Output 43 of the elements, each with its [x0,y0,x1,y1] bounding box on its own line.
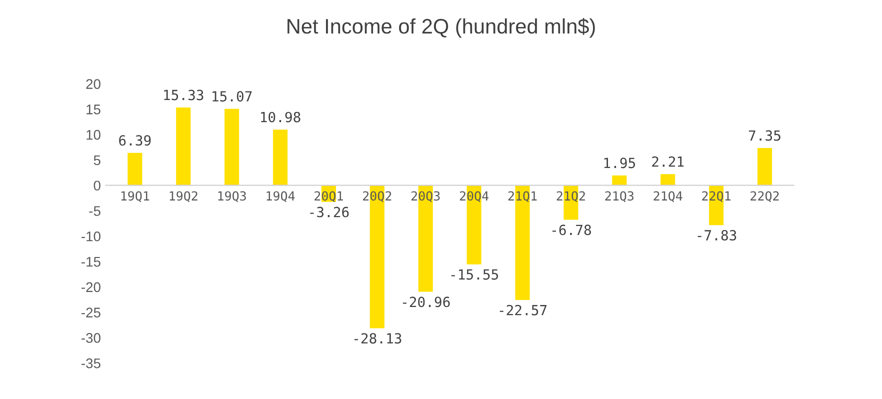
y-tick-label: 0 [94,180,100,191]
data-label: 15.33 [164,90,204,100]
x-tick-label: 22Q2 [750,191,779,202]
bar [757,148,772,186]
chart-title: Net Income of 2Q (hundred mln$) [288,18,595,38]
y-tick-label: 5 [94,155,100,166]
x-tick-label: 21Q3 [605,191,634,202]
x-tick-label: 19Q4 [266,191,295,202]
y-tick-label: -25 [82,308,100,318]
data-label: 7.35 [748,130,780,141]
x-tick-label: 19Q3 [218,191,246,202]
x-tick-label: 21Q1 [508,191,537,202]
data-label: -3.26 [310,206,349,218]
y-tick-label: -20 [82,282,100,292]
data-label: -6.78 [552,224,591,236]
data-label: -15.55 [451,269,498,280]
data-label: -7.83 [698,230,736,241]
y-tick-label: -15 [82,257,100,267]
bar [660,174,676,186]
data-label: -22.57 [500,304,547,316]
y-tick-label: -30 [82,333,100,343]
bar [224,108,240,186]
x-tick-label: 19Q1 [121,191,150,202]
bar [176,108,191,186]
data-label: 10.98 [261,112,300,122]
data-label: -20.96 [402,296,450,308]
x-tick-label: 21Q4 [654,191,682,202]
y-tick-label: 20 [86,79,100,89]
y-tick-label: -10 [82,231,100,242]
data-label: 1.95 [604,158,635,168]
y-tick-label: -35 [82,358,100,368]
data-label: 15.07 [212,91,252,102]
bar [612,175,627,186]
data-label: 6.39 [119,135,151,146]
data-label: -28.13 [354,333,402,344]
data-label: 2.21 [652,156,684,167]
bar [272,130,288,186]
y-tick-label: 10 [86,130,100,140]
x-tick-label: 20Q4 [460,191,488,202]
bar [128,152,142,186]
y-tick-label: -5 [89,206,100,216]
y-tick-label: 15 [86,104,100,114]
x-tick-label: 19Q2 [170,191,198,202]
